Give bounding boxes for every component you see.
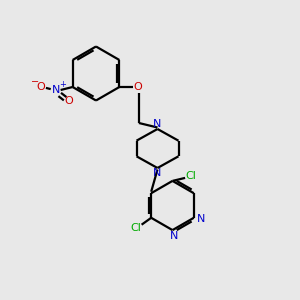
Text: +: + — [59, 80, 66, 88]
Text: O: O — [36, 82, 45, 92]
Text: Cl: Cl — [131, 223, 142, 233]
Text: N: N — [197, 214, 206, 224]
Text: Cl: Cl — [185, 171, 196, 182]
Text: N: N — [153, 118, 162, 129]
Text: −: − — [31, 77, 39, 87]
Text: O: O — [133, 82, 142, 92]
Text: O: O — [64, 96, 73, 106]
Text: N: N — [153, 168, 162, 178]
Text: N: N — [170, 231, 178, 241]
Text: N: N — [52, 85, 60, 95]
